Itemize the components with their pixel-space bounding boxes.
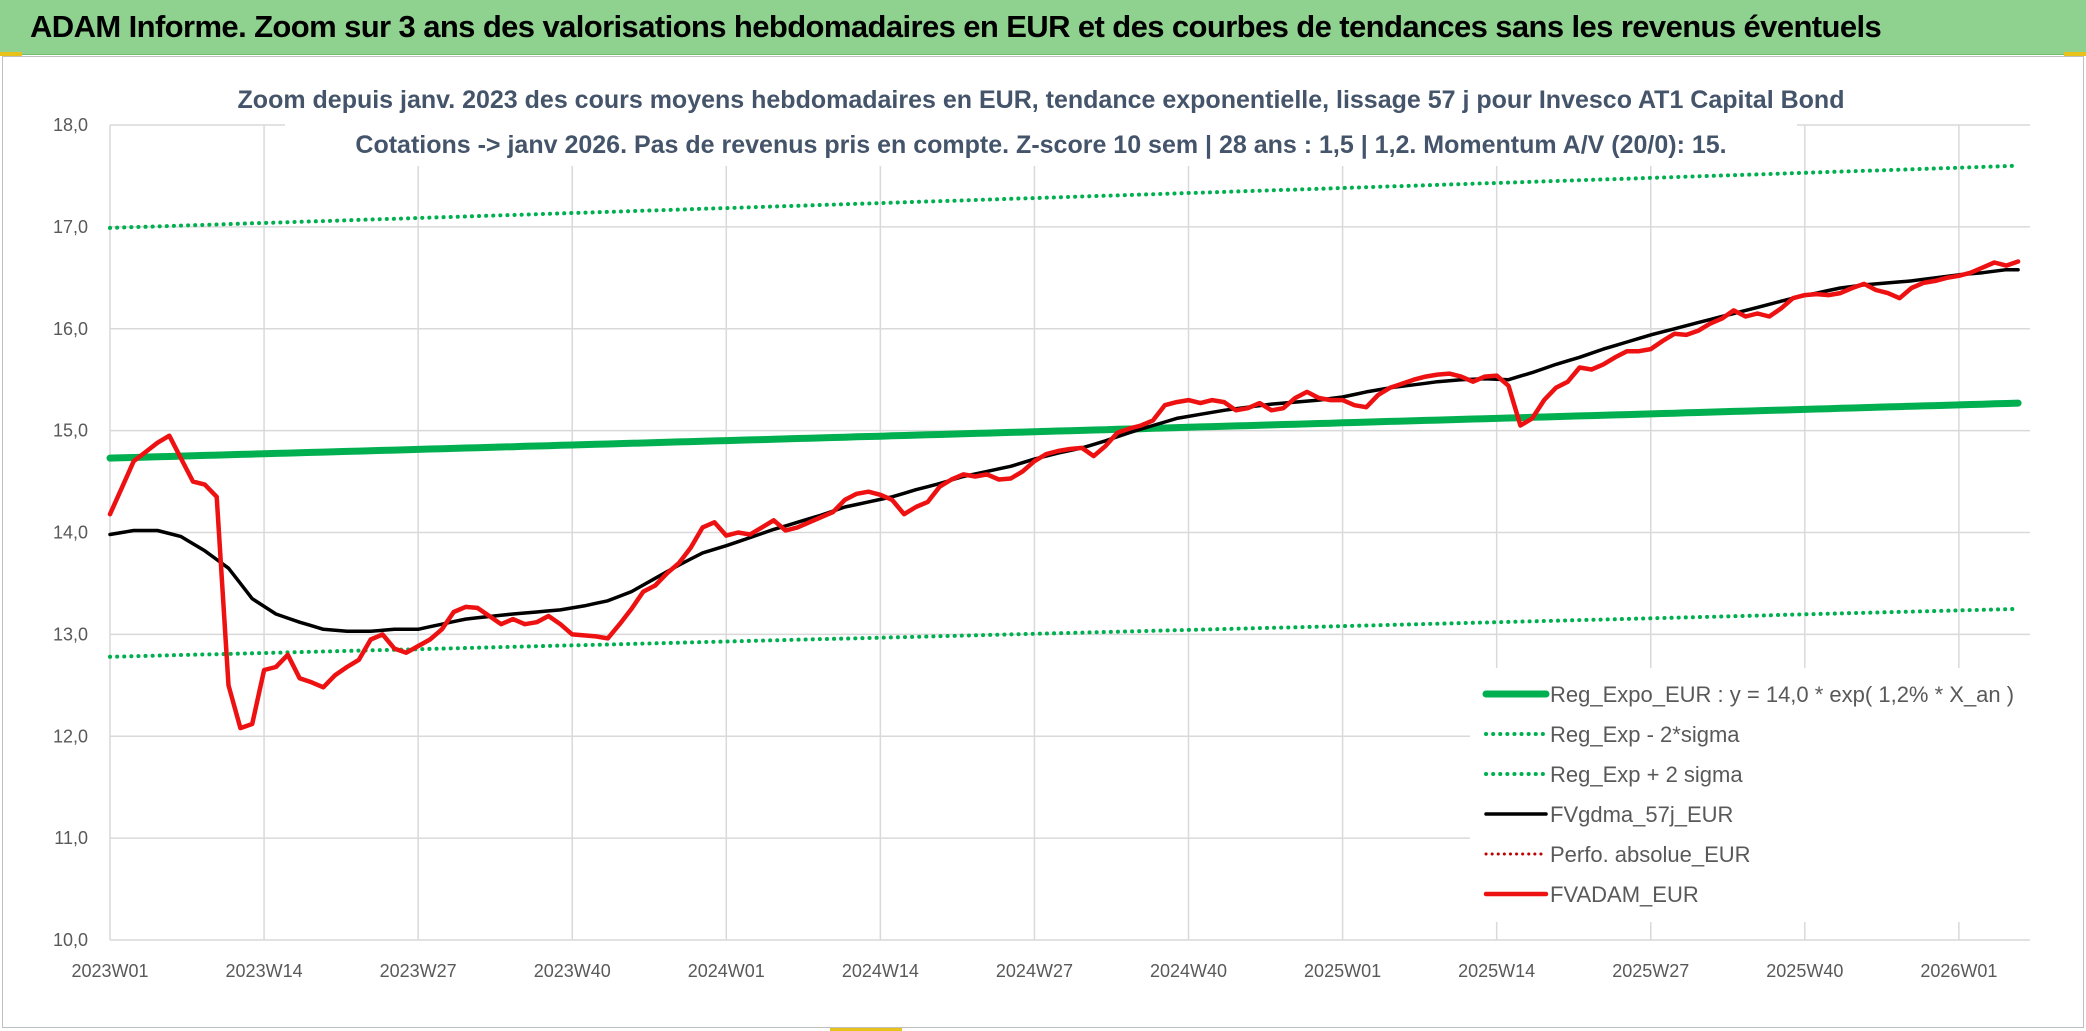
series <box>106 163 2022 731</box>
x-tick-label: 2023W14 <box>226 961 303 981</box>
legend: Reg_Expo_EUR : y = 14,0 * exp( 1,2% * X_… <box>1470 668 2030 922</box>
chart-title-line1: Zoom depuis janv. 2023 des cours moyens … <box>238 86 1845 114</box>
y-tick-label: 10,0 <box>53 930 88 950</box>
series-reg-exp-minus-2sigma <box>108 606 2021 659</box>
legend-label-reg-exp-minus: Reg_Exp - 2*sigma <box>1550 722 1740 747</box>
x-tick-label: 2023W40 <box>534 961 611 981</box>
chart-title-line2: Cotations -> janv 2026. Pas de revenus p… <box>355 131 1726 159</box>
y-tick-label: 18,0 <box>53 115 88 135</box>
y-tick-label: 12,0 <box>53 726 88 746</box>
header-bar: ADAM Informe. Zoom sur 3 ans des valoris… <box>0 0 2086 55</box>
x-tick-label: 2023W27 <box>380 961 457 981</box>
series-reg-exp-plus-2sigma <box>108 163 2021 230</box>
header-title: ADAM Informe. Zoom sur 3 ans des valoris… <box>30 9 1882 44</box>
x-tick-label: 2024W01 <box>688 961 765 981</box>
x-tick-label: 2024W40 <box>1150 961 1227 981</box>
x-tick-label: 2024W27 <box>996 961 1073 981</box>
x-tick-label: 2025W01 <box>1304 961 1381 981</box>
legend-label-fvgdma: FVgdma_57j_EUR <box>1550 802 1733 827</box>
x-tick-label: 2025W14 <box>1458 961 1535 981</box>
bottom-accent <box>830 1028 902 1031</box>
x-axis-ticks: 2023W01 2023W14 2023W27 2023W40 2024W01 2024W… <box>71 961 1997 981</box>
y-tick-label: 11,0 <box>54 828 88 848</box>
y-tick-label: 13,0 <box>53 624 88 644</box>
y-tick-label: 17,0 <box>53 217 88 237</box>
legend-label-reg-expo: Reg_Expo_EUR : y = 14,0 * exp( 1,2% * X_… <box>1550 682 2014 707</box>
corner-accent-left <box>0 52 22 56</box>
legend-label-reg-exp-plus: Reg_Exp + 2 sigma <box>1550 762 1743 787</box>
chart-border <box>2 56 2084 1028</box>
x-tick-label: 2026W01 <box>1920 961 1997 981</box>
y-tick-label: 14,0 <box>53 523 88 543</box>
y-tick-label: 15,0 <box>53 421 88 441</box>
legend-label-perfo-absolue: Perfo. absolue_EUR <box>1550 842 1751 867</box>
x-tick-label: 2025W27 <box>1612 961 1689 981</box>
series-reg-expo-eur <box>106 399 2022 462</box>
y-tick-label: 16,0 <box>53 319 88 339</box>
corner-accent-right <box>2064 52 2086 56</box>
x-tick-label: 2024W14 <box>842 961 919 981</box>
legend-background <box>1470 668 2030 922</box>
x-tick-label: 2023W01 <box>71 961 148 981</box>
legend-label-fvadam: FVADAM_EUR <box>1550 882 1699 907</box>
subtitle-background <box>285 78 1797 166</box>
x-tick-label: 2025W40 <box>1766 961 1843 981</box>
y-axis-ticks: 10,0 11,0 12,0 13,0 14,0 15,0 16,0 17,0 18,0 <box>53 115 88 950</box>
series-fvadam-eur <box>107 259 2021 731</box>
